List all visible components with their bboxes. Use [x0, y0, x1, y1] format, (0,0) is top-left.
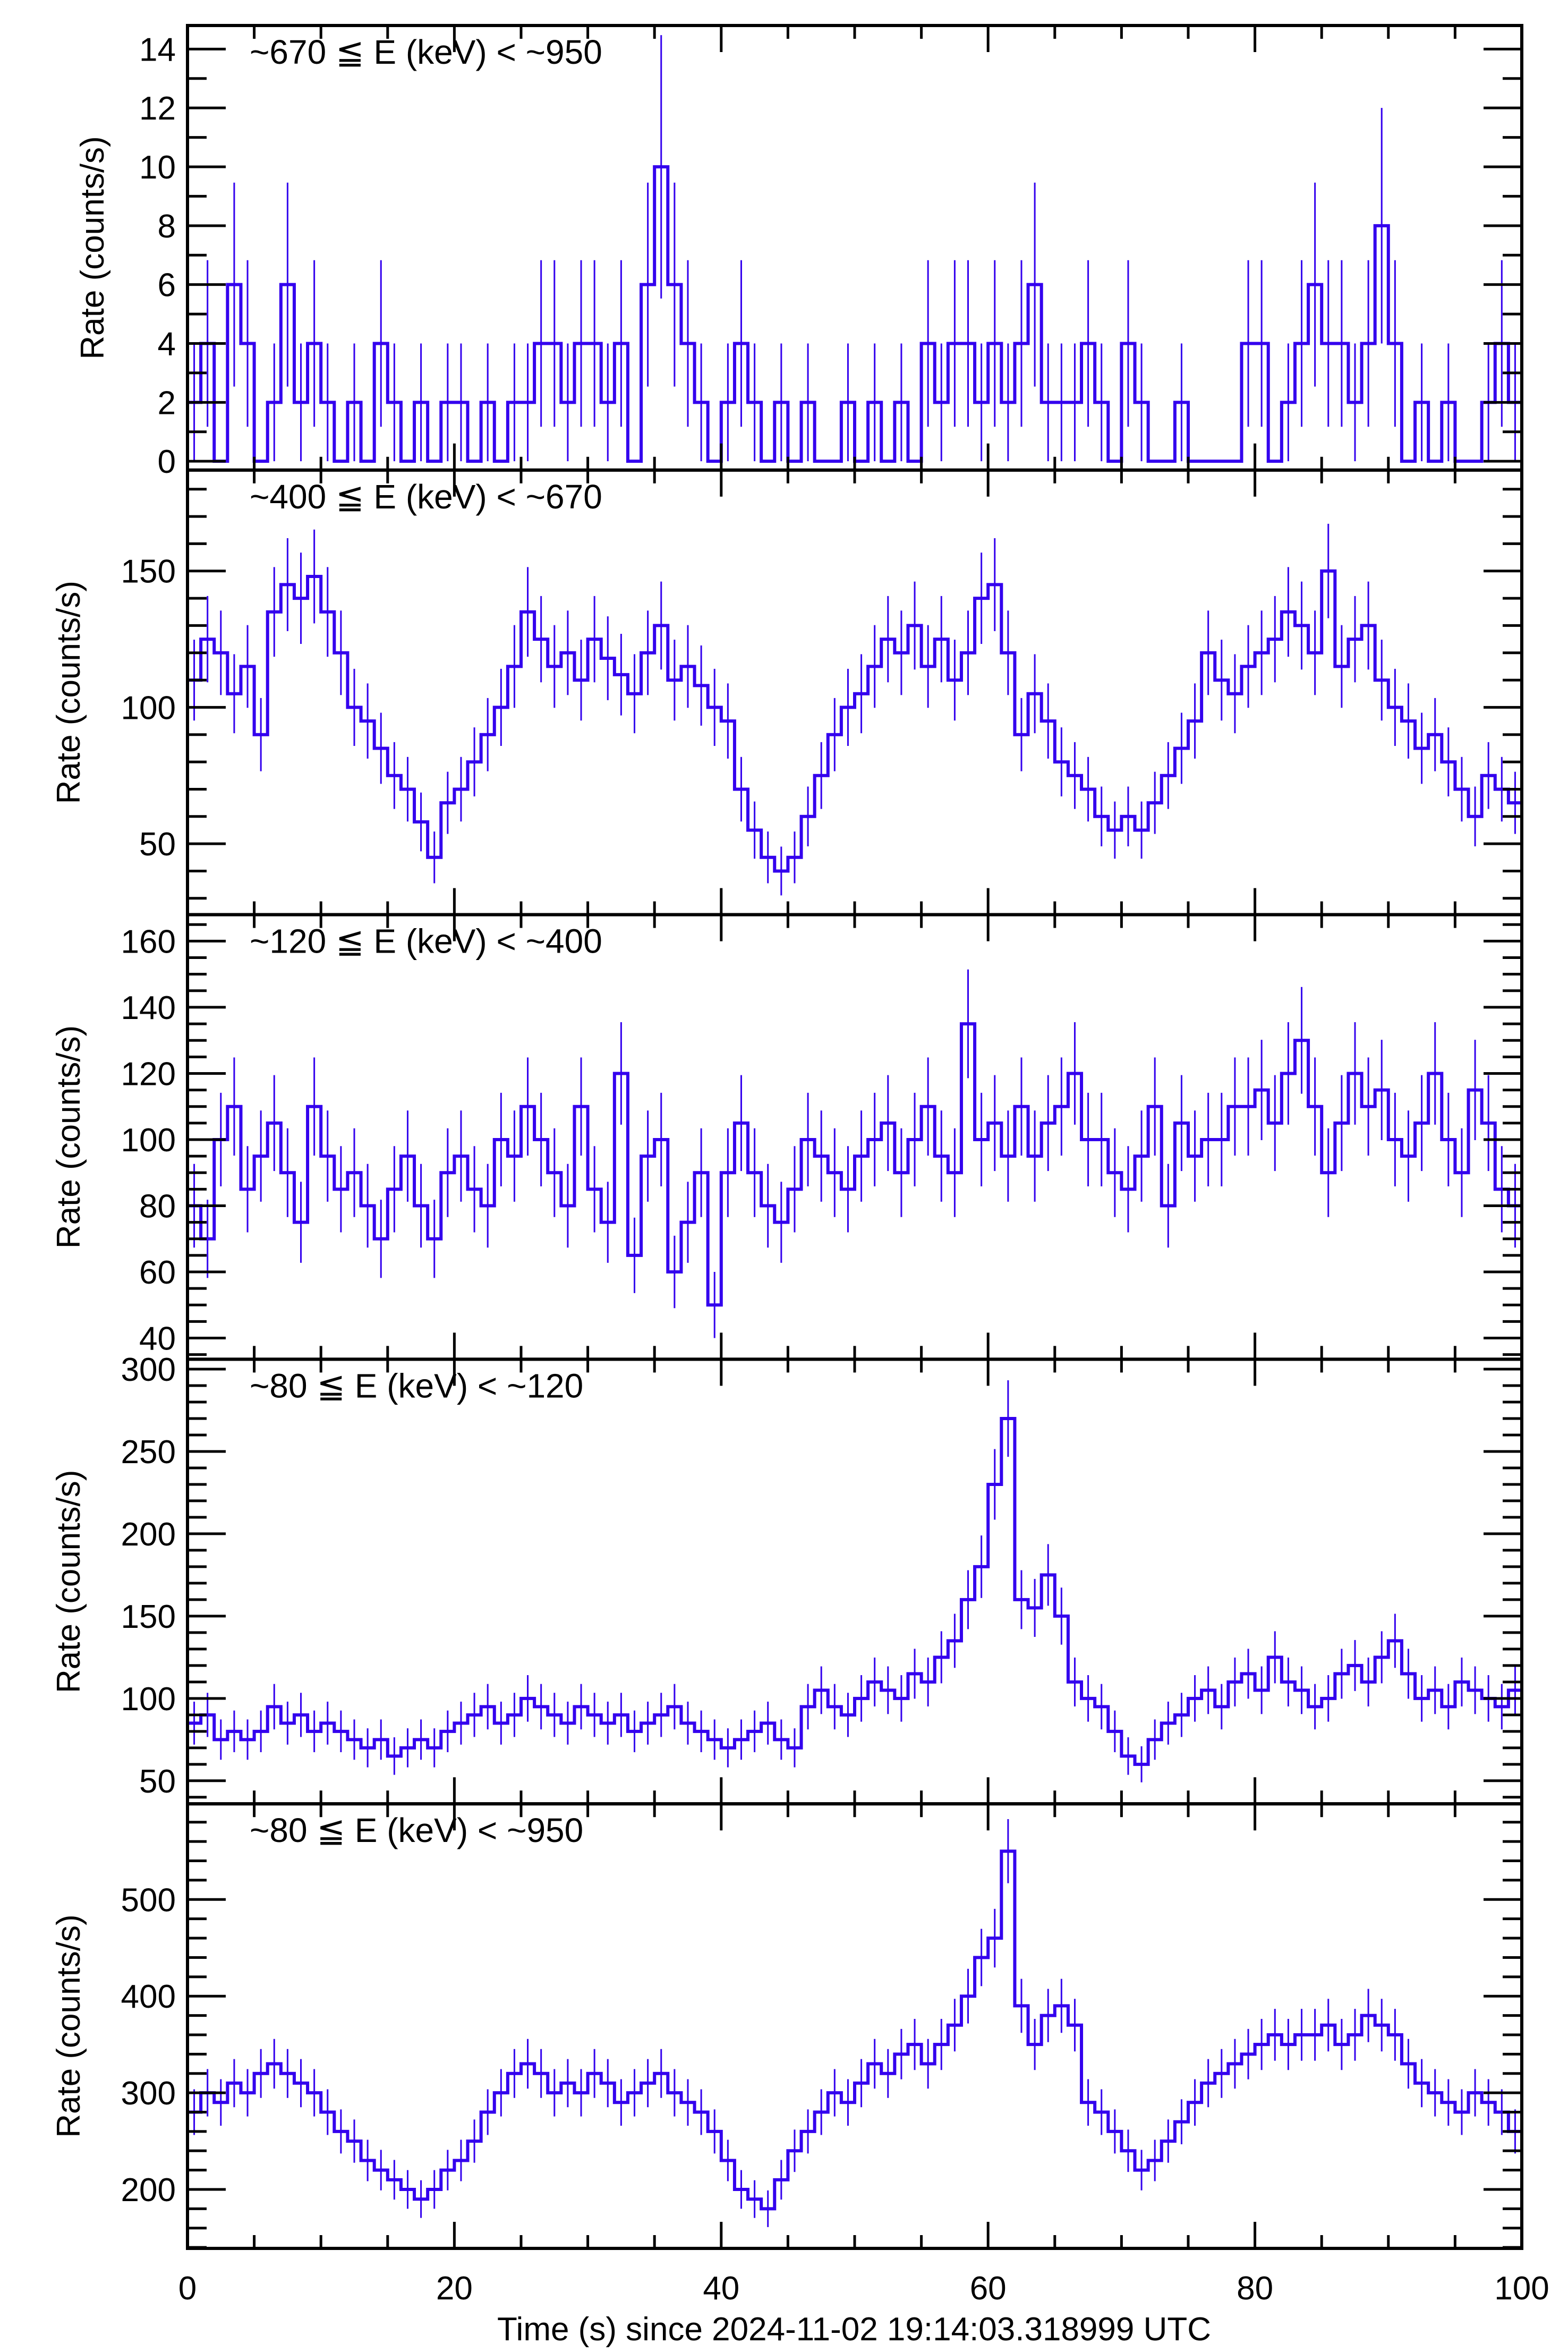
y-axis-label: Rate (counts/s) — [50, 1914, 87, 2137]
y-tick-label: 50 — [139, 826, 176, 863]
panel-2: 50 100 150 ~400 ≦ E (keV) < ~670 Rate (count… — [50, 468, 1523, 916]
y-tick-label: 0 — [158, 444, 176, 480]
y-tick-label: 12 — [139, 90, 176, 127]
rate-step-line — [188, 1022, 1522, 1307]
y-tick-label: 140 — [121, 990, 176, 1026]
panel-title: ~120 ≦ E (keV) < ~400 — [250, 922, 602, 961]
y-tick-label: 6 — [158, 267, 176, 304]
rate-step-line — [188, 1849, 1522, 2211]
y-tick-label: 300 — [121, 1352, 176, 1388]
y-tick-label: 40 — [139, 1321, 176, 1357]
y-tick-label: 2 — [158, 385, 176, 421]
panel-1: 0 2 4 6 8 10 12 14 ~670 ≦ E (keV) < ~950 Rate (co… — [74, 24, 1523, 480]
y-tick-label: 8 — [158, 208, 176, 245]
y-tick-label: 150 — [121, 1599, 176, 1635]
panel-title: ~80 ≦ E (keV) < ~120 — [250, 1366, 583, 1405]
data-series — [188, 1380, 1522, 1782]
y-tick-label: 120 — [121, 1056, 176, 1092]
x-tick-label: 40 — [703, 2270, 739, 2307]
y-tick-label: 500 — [121, 1882, 176, 1918]
x-tick-label: 60 — [970, 2270, 1007, 2307]
y-tick-label: 4 — [158, 326, 176, 363]
data-series — [188, 523, 1522, 896]
x-tick-label: 100 — [1494, 2270, 1549, 2307]
data-series — [188, 969, 1522, 1338]
y-tick-label: 100 — [121, 1681, 176, 1718]
x-tick-label: 80 — [1237, 2270, 1273, 2307]
y-tick-label: 50 — [139, 1763, 176, 1800]
rate-step-line — [188, 1416, 1522, 1766]
panel-frame — [186, 1357, 1523, 1806]
rate-step-line — [188, 165, 1522, 463]
panel-title: ~80 ≦ E (keV) < ~950 — [250, 1811, 583, 1849]
y-tick-label: 200 — [121, 2172, 176, 2209]
y-axis-label: Rate (counts/s) — [50, 581, 87, 804]
panel-title: ~400 ≦ E (keV) < ~670 — [250, 478, 602, 516]
y-axis-label: Rate (counts/s) — [50, 1025, 87, 1249]
y-tick-label: 60 — [139, 1254, 176, 1291]
data-series — [188, 35, 1522, 463]
y-tick-label: 100 — [121, 1122, 176, 1159]
panel-3: 40 60 80 100 120 140 160 ~120 ≦ E (keV) < ~400 R… — [50, 913, 1523, 1361]
y-tick-label: 10 — [139, 149, 176, 186]
y-tick-label: 100 — [121, 690, 176, 726]
rate-step-line — [188, 569, 1522, 873]
x-tick-label: 20 — [436, 2270, 473, 2307]
y-tick-label: 300 — [121, 2075, 176, 2112]
y-tick-label: 200 — [121, 1516, 176, 1553]
panel-4: 50 100 150 200 250 300 ~80 ≦ E (keV) < ~120 Rat… — [50, 1352, 1523, 1806]
y-tick-label: 80 — [139, 1188, 176, 1225]
y-tick-label: 14 — [139, 31, 176, 68]
y-axis-label: Rate (counts/s) — [50, 1470, 87, 1693]
data-series — [188, 1819, 1522, 2227]
x-tick-label: 0 — [178, 2270, 197, 2307]
y-axis-label: Rate (counts/s) — [74, 136, 111, 359]
panel-title: ~670 ≦ E (keV) < ~950 — [250, 33, 602, 71]
panel-5: 200 300 400 500 ~80 ≦ E (keV) < ~950 Rate (co… — [50, 1802, 1523, 2250]
y-tick-label: 150 — [121, 554, 176, 590]
y-tick-label: 400 — [121, 1979, 176, 2015]
y-tick-label: 160 — [121, 923, 176, 960]
y-tick-label: 250 — [121, 1434, 176, 1471]
